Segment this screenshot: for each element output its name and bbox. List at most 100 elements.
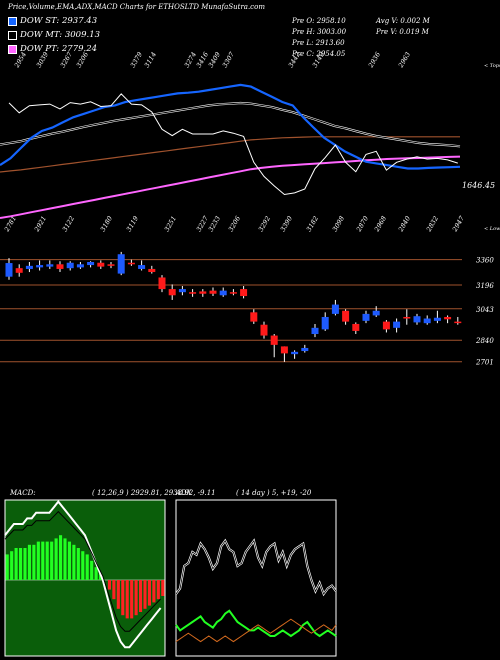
legend-dow-mt: DOW MT: 3009.13 [8,30,100,40]
price-level-label: 3196 [476,282,494,290]
candle-body [270,335,278,345]
candle-body [66,262,74,269]
candle-body [291,351,299,355]
macd-histogram-bar [139,580,143,612]
candle-body [301,347,309,352]
macd-histogram-bar [143,580,147,609]
macd-histogram-bar [14,548,18,580]
candle-body [382,321,390,330]
macd-histogram-bar [125,580,129,619]
macd-histogram-bar [81,551,85,580]
candle-body [362,313,370,321]
close-price-line [8,93,458,196]
candle-body [342,310,350,322]
adx-title: ADX [175,489,193,497]
macd-histogram-bar [19,548,23,580]
quote-row: Pre L: 2913.60 [292,39,430,47]
legend-swatch-st [8,16,17,26]
candle-body [15,268,23,273]
candle-body [97,262,105,267]
candle-body [189,292,197,294]
legend-dow-pt-label: DOW PT: 2779.24 [20,44,98,54]
candle-body [240,289,248,297]
quote-prev-volume: Pre V: 0.019 M [376,28,429,36]
macd-histogram-bar [130,580,134,619]
macd-histogram-bar [50,541,54,580]
candle-body [5,263,13,277]
macd-histogram-bar [76,548,80,580]
macd-histogram-bar [54,538,58,580]
candle-body [219,290,227,296]
candle-body [250,312,258,322]
macd-histogram-bar [161,580,165,596]
legend-dow-st-label: DOW ST: 2937.43 [20,16,98,26]
adx-params: ( 14 day ) 5, +19, -20 [236,489,312,497]
candle-body [403,316,411,319]
ema-pt-value-label: 1646.45 [462,181,495,190]
quote-row: Pre H: 3003.00 Pre V: 0.019 M [292,28,430,36]
legend-swatch-pt [8,44,17,54]
candle-body [168,289,176,296]
tops-label: < Tops [484,63,500,69]
quote-low: Pre L: 2913.60 [292,39,345,47]
ema-mt-line [0,102,461,147]
candle-body [280,346,288,354]
macd-histogram-bar [32,544,36,580]
macd-histogram-bar [27,544,31,580]
macd-histogram-bar [90,560,94,580]
candle-body [433,317,441,321]
quote-panel: Pre O: 2958.10 Avg V: 0.002 M Pre H: 3003… [292,17,430,58]
quote-open: Pre O: 2958.10 [292,17,346,25]
candle-body [311,327,319,335]
legend-dow-st: DOW ST: 2937.43 [8,16,100,26]
macd-histogram-bar [112,580,116,600]
candle-body [148,268,156,273]
macd-line [4,499,162,649]
macd-histogram-bar [72,544,76,580]
candle-body [260,324,268,336]
price-level-label: 2701 [475,359,494,367]
candle-body [454,321,462,324]
macd-histogram-bar [41,541,45,580]
candle-body [76,264,84,268]
macd-histogram-bar [10,551,14,580]
macd-histogram-bar [156,580,160,600]
candle-body [372,310,380,316]
candle-body [393,321,401,328]
price-level-label: 3043 [476,306,494,314]
candle-body [158,277,166,290]
candle-body [87,261,95,266]
macd-histogram-bar [134,580,138,616]
candle-body [352,323,360,331]
macd-histogram-bar [63,538,67,580]
macd-signal-line [4,510,161,632]
ema-pt-line [0,155,461,219]
macd-histogram-bar [121,580,125,616]
macd-title: MACD: [9,489,36,497]
candle-body [117,254,125,274]
candle-body [127,262,135,265]
macd-histogram-bar [59,535,63,580]
candle-body [444,316,452,320]
candle-body [36,265,44,268]
macd-histogram-bar [23,548,27,580]
candle-body [423,318,431,324]
price-level-label: 3360 [476,257,494,265]
candle-body [46,264,54,267]
candle-body [138,265,146,269]
quote-row: Pre O: 2958.10 Avg V: 0.002 M [292,17,430,25]
macd-histogram-bar [5,554,9,580]
lows-label: < Lows [484,226,500,232]
legend-swatch-mt [8,30,17,40]
macd-histogram-bar [85,554,89,580]
quote-avg-volume: Avg V: 0.002 M [376,17,430,25]
price-level-label: 2840 [475,337,494,345]
candle-body [413,316,421,323]
candle-body [199,291,207,294]
chart-title: Price,Volume,EMA,ADX,MACD Charts for ETH… [8,3,265,11]
macd-histogram-bar [116,580,120,609]
candle-body [331,304,339,314]
macd-histogram-bar [94,567,98,580]
candle-body [178,289,186,293]
